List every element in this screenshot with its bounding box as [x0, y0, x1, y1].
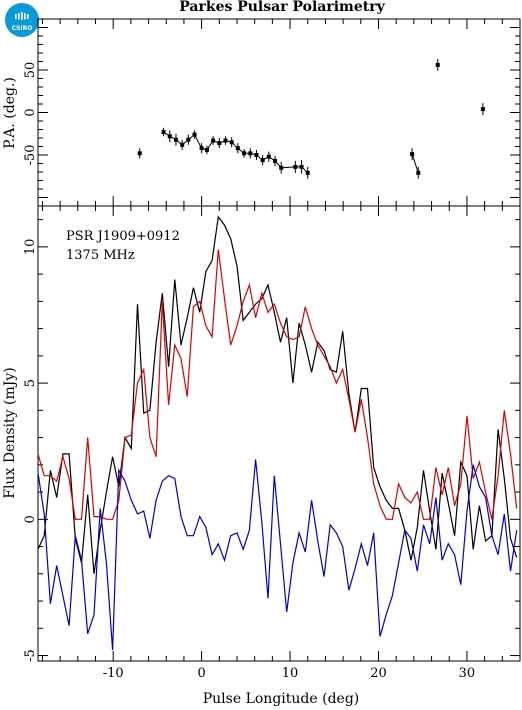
pa-point	[204, 147, 209, 152]
pa-point	[223, 138, 228, 143]
x-tick-label: -10	[103, 666, 124, 681]
y-tick-label: 0	[23, 108, 38, 116]
pa-point	[211, 138, 216, 143]
pa-point	[480, 107, 485, 112]
pa-point	[273, 158, 278, 163]
x-tick-label: 20	[370, 666, 387, 681]
pa-point	[192, 132, 197, 137]
y-tick-label: 10	[23, 239, 38, 256]
chart-title: Parkes Pulsar Polarimetry	[179, 0, 385, 15]
pa-point	[167, 134, 172, 139]
pa-line	[163, 131, 309, 174]
pa-point	[254, 153, 259, 157]
circular-polarization-line	[37, 459, 518, 651]
logo-bar	[18, 13, 20, 20]
pa-point	[137, 151, 142, 156]
pa-point	[279, 165, 284, 170]
frequency-annotation: 1375 MHz	[66, 248, 135, 263]
top-panel-frame	[37, 18, 521, 207]
total-intensity-line	[37, 215, 518, 574]
csiro-logo: CSIRO	[5, 3, 39, 37]
pa-point	[293, 164, 298, 169]
psr-annotation: PSR J1909+0912	[66, 229, 180, 244]
x-axis-label: Pulse Longitude (deg)	[203, 691, 360, 707]
pa-point	[229, 140, 234, 145]
pa-point	[235, 146, 240, 151]
logo-bar	[21, 12, 23, 20]
y-tick-label: 50	[23, 62, 38, 79]
pa-point	[299, 164, 304, 169]
pa-point	[217, 141, 222, 146]
logo-text: CSIRO	[12, 25, 33, 32]
pa-point	[161, 130, 166, 135]
pa-point	[186, 137, 191, 142]
linear-polarization-line	[37, 249, 518, 520]
pa-point	[173, 137, 178, 142]
x-tick-label: 30	[459, 666, 476, 681]
pa-point	[305, 170, 310, 175]
bottom-y-axis-label: Flux Density (mJy)	[2, 367, 18, 498]
pa-point	[410, 152, 415, 157]
x-tick-label: 10	[282, 666, 299, 681]
y-tick-label: 0	[23, 515, 38, 523]
y-tick-label: -5	[23, 649, 38, 662]
pa-point	[416, 170, 421, 175]
y-tick-label: -50	[23, 145, 38, 166]
pa-point	[260, 158, 265, 163]
pa-point	[199, 146, 204, 151]
logo-bar	[24, 13, 26, 20]
pa-point	[266, 154, 271, 159]
flux-series	[37, 215, 518, 651]
pa-line	[411, 154, 419, 173]
y-tick-label: 5	[23, 379, 38, 387]
top-panel-ticks: -50 0 50	[23, 19, 521, 206]
bottom-panel-ticks: -10 0 10 20 30 -5 0 5 10	[23, 206, 521, 681]
pa-point	[242, 151, 247, 156]
top-y-axis-label: P.A. (deg.)	[2, 77, 18, 149]
logo-bar	[15, 14, 17, 19]
logo-bar	[27, 14, 29, 19]
pa-point	[248, 151, 253, 156]
pa-series	[137, 58, 485, 179]
pa-point	[180, 142, 185, 147]
bottom-panel-frame	[37, 205, 521, 662]
pa-point	[435, 62, 440, 67]
x-tick-label: 0	[197, 666, 205, 681]
